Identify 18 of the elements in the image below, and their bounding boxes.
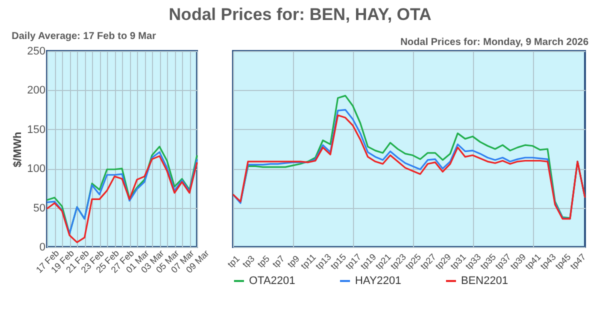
legend-label: BEN2201 <box>461 275 508 287</box>
x-tick-label: tp9 <box>285 254 302 270</box>
legend-label: OTA2201 <box>249 275 296 287</box>
y-tick-label: 100 <box>27 163 46 176</box>
x-tick-label: tp3 <box>240 254 256 270</box>
y-axis-title: $/MWh <box>12 132 24 168</box>
chart-title: Daily Average: 17 Feb to 9 Mar <box>12 31 156 42</box>
chart-subtitle: Nodal Prices for: Monday, 9 March 2026 <box>400 37 589 48</box>
y-tick-label: 200 <box>27 84 46 97</box>
y-tick-label: 250 <box>27 46 46 58</box>
x-tick-label: tp7 <box>270 254 286 270</box>
y-tick-label: 0 <box>39 242 46 254</box>
chart-title: Nodal Prices for: BEN, HAY, OTA <box>168 5 432 24</box>
x-tick-label: tp1 <box>226 254 242 270</box>
y-tick-label: 150 <box>27 124 46 136</box>
legend-label: HAY2201 <box>355 275 402 287</box>
y-tick-label: 50 <box>33 202 46 214</box>
x-tick-label: tp5 <box>255 254 272 270</box>
